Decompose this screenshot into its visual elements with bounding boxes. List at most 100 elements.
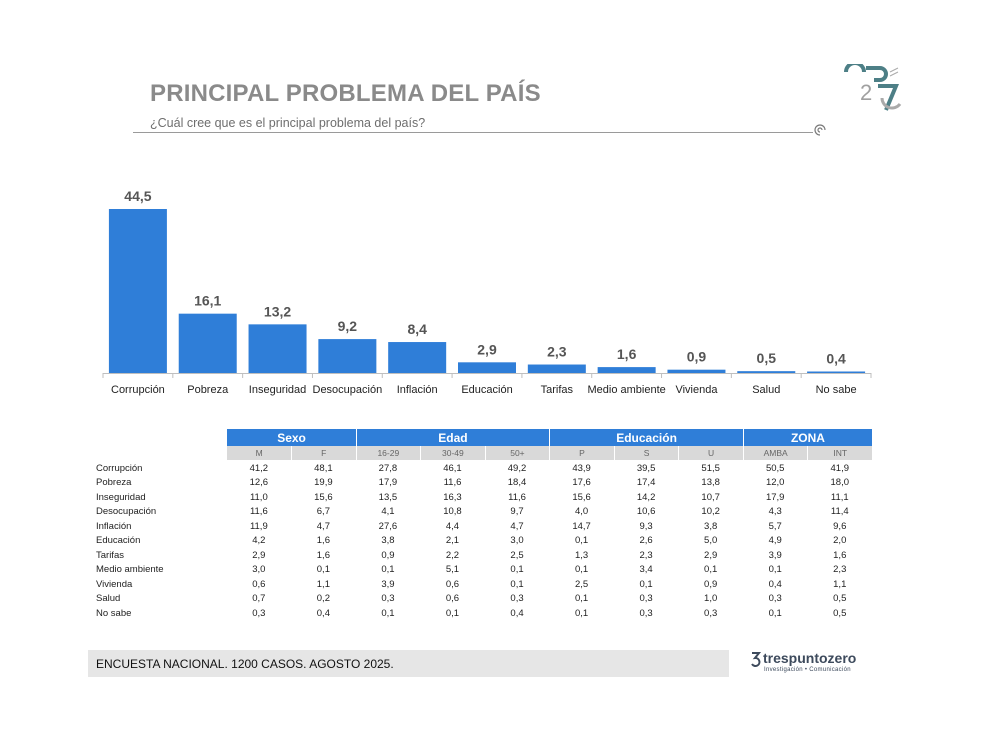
bar bbox=[388, 342, 447, 373]
table-cell: 14,2 bbox=[636, 491, 656, 503]
table-row-label: No sabe bbox=[96, 607, 132, 619]
table-subheader-row: M F 16-29 30-49 50+ P S U AMBA INT bbox=[96, 446, 873, 460]
table-cell: 0,1 bbox=[510, 578, 524, 590]
table-row-label: Educación bbox=[96, 535, 141, 547]
table-cell: 3,9 bbox=[381, 578, 395, 590]
table-cell: 0,1 bbox=[316, 564, 330, 576]
bar bbox=[597, 367, 656, 373]
table-row-label: Inflación bbox=[96, 520, 132, 532]
table-cell: 2,9 bbox=[252, 549, 266, 561]
table-cell: 10,2 bbox=[701, 506, 720, 518]
table-cell: 1,6 bbox=[316, 549, 330, 561]
table-cell: 13,5 bbox=[378, 491, 398, 503]
table-cell: 0,1 bbox=[704, 564, 718, 576]
table-row: Salud 0,7 0,2 0,3 0,6 0,3 0,1 0,3 1,0 0,3 0,5 bbox=[96, 592, 872, 607]
table-cell: 4,2 bbox=[252, 535, 266, 547]
svg-text:2: 2 bbox=[860, 80, 872, 105]
table-cell: 2,3 bbox=[833, 564, 847, 576]
table-cell: 1,6 bbox=[316, 535, 330, 547]
bar-value-label: 8,4 bbox=[407, 321, 427, 337]
bar-value-label: 44,5 bbox=[124, 188, 151, 204]
table-cell: 0,6 bbox=[252, 578, 266, 590]
table-cell: 18,4 bbox=[507, 477, 527, 489]
bar bbox=[807, 371, 866, 373]
table-subheader: U bbox=[678, 446, 743, 460]
table-subheader: P bbox=[549, 446, 614, 460]
table-cell: 0,9 bbox=[704, 578, 718, 590]
bar-value-label: 2,3 bbox=[547, 344, 567, 360]
table-cell: 0,1 bbox=[445, 607, 460, 619]
table-cell: 11,6 bbox=[508, 491, 526, 503]
page-subtitle: ¿Cuál cree que es el principal problema … bbox=[150, 116, 426, 130]
page-title: PRINCIPAL PROBLEMA DEL PAÍS bbox=[150, 80, 541, 107]
bar bbox=[178, 313, 237, 373]
table-cell: 1,1 bbox=[833, 578, 847, 590]
table-cell: 2,2 bbox=[445, 549, 460, 561]
table-subheader: 16-29 bbox=[355, 446, 421, 460]
table-cell: 2,1 bbox=[445, 535, 460, 547]
table-cell: 0,2 bbox=[316, 593, 330, 605]
bar bbox=[318, 339, 377, 373]
table-group-header: Educación bbox=[549, 429, 743, 446]
table-row: Medio ambiente 3,0 0,1 0,1 5,1 0,1 0,1 3,4 0,1 0,… bbox=[96, 563, 872, 578]
table-cell: 3,4 bbox=[639, 564, 653, 576]
table-cell: 4,4 bbox=[445, 520, 460, 532]
table-cell: 19,9 bbox=[314, 477, 333, 489]
table-cell: 46,1 bbox=[443, 462, 462, 474]
bar bbox=[527, 364, 586, 373]
table-cell: 2,9 bbox=[704, 549, 718, 561]
table-cell: 2,3 bbox=[639, 549, 653, 561]
category-label: Corrupción bbox=[111, 384, 165, 396]
table-row: Vivienda 0,6 1,1 3,9 0,6 0,1 2,5 0,1 0,9 0,4 1,1 bbox=[96, 577, 872, 592]
table-cell: 9,3 bbox=[639, 520, 653, 532]
table-cell: 4,0 bbox=[574, 506, 589, 518]
table-cell: 3,0 bbox=[252, 564, 266, 576]
bar-value-label: 1,6 bbox=[617, 346, 637, 362]
table-subheader: S bbox=[613, 446, 679, 460]
table-cell: 12,0 bbox=[765, 477, 785, 489]
table-cell: 3,8 bbox=[381, 535, 395, 547]
table-cell: 0,3 bbox=[768, 593, 782, 605]
table-row: Tarifas 2,9 1,6 0,9 2,2 2,5 1,3 2,3 2,9 3,9 1,6 bbox=[96, 548, 872, 563]
title-divider bbox=[133, 132, 813, 133]
table-subheader: M bbox=[226, 446, 291, 460]
table-cell: 1,0 bbox=[704, 593, 718, 605]
table-cell: 27,6 bbox=[378, 520, 398, 532]
table-row: Corrupción 41,2 48,1 27,8 46,1 49,2 43,9 39,5 51… bbox=[96, 461, 872, 476]
table-cell: 11,6 bbox=[443, 477, 462, 489]
table-cell: 0,1 bbox=[768, 607, 782, 619]
table-cell: 2,6 bbox=[639, 535, 653, 547]
table-row-label: Medio ambiente bbox=[96, 564, 164, 576]
table-cell: 0,5 bbox=[833, 593, 847, 605]
table-cell: 4,3 bbox=[768, 506, 782, 518]
brand-tagline: Investigación • Comunicación bbox=[764, 667, 851, 673]
table-cell: 16,3 bbox=[443, 491, 462, 503]
table-cell: 43,9 bbox=[572, 462, 591, 474]
table-cell: 50,5 bbox=[765, 462, 785, 474]
table-group-header: ZONA bbox=[742, 429, 873, 446]
table-cell: 0,1 bbox=[574, 535, 589, 547]
table-cell: 11,0 bbox=[249, 491, 268, 503]
table-cell: 0,3 bbox=[252, 607, 266, 619]
table-cell: 14,7 bbox=[572, 520, 591, 532]
table-cell: 1,6 bbox=[833, 549, 847, 561]
category-label: Pobreza bbox=[187, 384, 229, 396]
table-cell: 3,9 bbox=[768, 549, 782, 561]
table-cell: 1,1 bbox=[316, 578, 330, 590]
table-cell: 41,9 bbox=[830, 462, 850, 474]
crosstab-table: Sexo Edad Educación ZONA M F 16-29 30-49 50+ P S U… bbox=[96, 429, 873, 621]
category-label: Vivienda bbox=[675, 384, 718, 396]
table-cell: 0,4 bbox=[768, 578, 782, 590]
table-row: Inflación 11,9 4,7 27,6 4,4 4,7 14,7 9,3 3,8 5,7 9… bbox=[96, 519, 872, 534]
table-cell: 10,8 bbox=[443, 506, 462, 518]
table-cell: 0,1 bbox=[574, 564, 589, 576]
table-subheader: INT bbox=[807, 446, 873, 460]
table-cell: 4,9 bbox=[768, 535, 782, 547]
bar-value-label: 13,2 bbox=[264, 303, 291, 319]
table-cell: 0,7 bbox=[252, 593, 266, 605]
table-cell: 3,0 bbox=[510, 535, 524, 547]
table-cell: 0,4 bbox=[316, 607, 330, 619]
table-cell: 17,6 bbox=[572, 477, 591, 489]
table-row: Pobreza 12,6 19,9 17,9 11,6 18,4 17,6 17,4 13,8 1… bbox=[96, 476, 872, 491]
table-cell: 0,4 bbox=[510, 607, 524, 619]
